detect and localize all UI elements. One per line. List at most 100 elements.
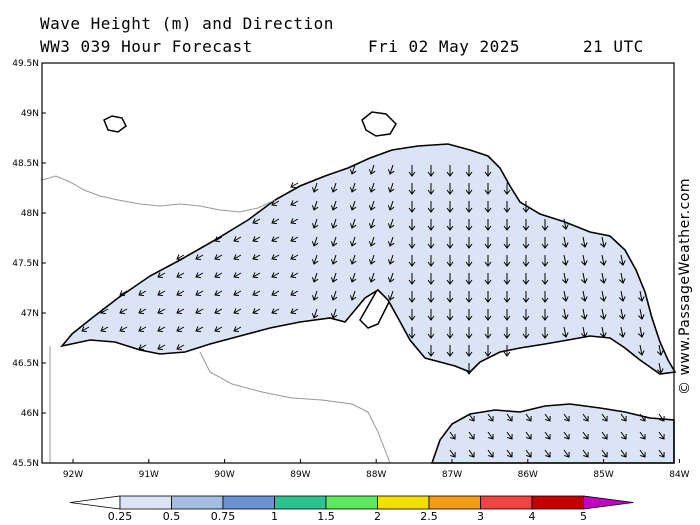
colorbar-label: 1 xyxy=(271,510,278,523)
wave-direction-arrow xyxy=(484,201,492,213)
colorbar-segment xyxy=(377,495,430,510)
colorbar-label: 1.5 xyxy=(317,510,335,523)
wave-direction-arrow xyxy=(656,344,664,356)
wave-direction-arrow xyxy=(271,200,280,207)
wave-direction-arrow xyxy=(541,273,549,285)
wave-direction-arrow xyxy=(503,273,511,285)
wave-direction-arrow xyxy=(503,219,511,231)
wave-direction-arrow xyxy=(330,308,338,319)
wave-direction-arrow xyxy=(639,431,646,440)
colorbar-segment xyxy=(531,495,584,510)
colorbar-high-triangle xyxy=(583,495,634,510)
wave-direction-arrow xyxy=(349,164,357,175)
wave-direction-arrow xyxy=(408,183,416,195)
wave-direction-arrow xyxy=(408,309,416,321)
wave-direction-arrow xyxy=(446,237,454,249)
wave-direction-arrow xyxy=(484,255,492,267)
wave-direction-arrow xyxy=(561,290,569,302)
wave-direction-arrow xyxy=(214,254,223,261)
longitude-label: 88W xyxy=(366,470,386,480)
wave-direction-arrow xyxy=(449,431,456,440)
wave-direction-arrow xyxy=(290,236,299,243)
wave-direction-arrow xyxy=(349,290,357,301)
wave-direction-arrow xyxy=(408,273,416,285)
wave-direction-arrow xyxy=(311,272,319,283)
wave-direction-arrow xyxy=(525,413,532,422)
wave-direction-arrow xyxy=(637,290,645,302)
wave-direction-arrow xyxy=(599,326,607,338)
wave-direction-arrow xyxy=(465,291,473,303)
wave-direction-arrow xyxy=(580,290,588,302)
wave-direction-arrow xyxy=(446,309,454,321)
wave-direction-arrow xyxy=(368,272,376,283)
wave-direction-arrow xyxy=(618,308,626,320)
wave-direction-arrow xyxy=(408,201,416,213)
wave-direction-arrow xyxy=(311,200,319,211)
wave-direction-arrow xyxy=(157,290,166,297)
wave-direction-arrow xyxy=(176,344,185,351)
wave-direction-arrow xyxy=(214,290,223,297)
colorbar-label: 5 xyxy=(580,510,587,523)
wave-direction-arrow xyxy=(408,165,416,177)
wave-direction-arrow xyxy=(637,344,645,356)
wave-direction-arrow xyxy=(387,182,395,193)
wave-direction-arrow xyxy=(599,290,607,302)
forecast-label: WW3 039 Hour Forecast xyxy=(40,37,253,56)
longitude-label: 86W xyxy=(518,470,538,480)
wave-direction-arrow xyxy=(446,165,454,177)
wave-direction-arrow xyxy=(599,308,607,320)
wave-direction-arrow xyxy=(176,290,185,297)
wave-direction-arrow xyxy=(195,326,204,333)
wave-direction-arrow xyxy=(408,255,416,267)
forecast-date: Fri 02 May 2025 xyxy=(368,37,520,56)
wave-direction-arrow xyxy=(525,449,532,458)
wave-direction-arrow xyxy=(484,327,492,339)
wave-direction-arrow xyxy=(138,344,147,351)
wave-direction-arrow xyxy=(484,165,492,177)
wave-direction-arrow xyxy=(330,272,338,283)
wave-direction-arrow xyxy=(119,308,128,315)
wave-direction-arrow xyxy=(465,309,473,321)
wave-direction-arrow xyxy=(601,413,608,422)
wave-direction-arrow xyxy=(271,308,280,315)
wave-direction-arrow xyxy=(138,326,147,333)
wave-direction-arrow xyxy=(290,182,299,189)
wave-direction-arrow xyxy=(387,290,395,301)
colorbar-label: 2 xyxy=(374,510,381,523)
wave-direction-arrow xyxy=(387,272,395,283)
wave-direction-arrow xyxy=(311,182,319,193)
wave-direction-arrow xyxy=(563,413,570,422)
wave-direction-arrow xyxy=(465,183,473,195)
wave-direction-arrow xyxy=(387,236,395,247)
wave-direction-arrow xyxy=(408,291,416,303)
wave-direction-arrow xyxy=(639,413,646,422)
wave-direction-arrow xyxy=(484,183,492,195)
wave-direction-arrow xyxy=(176,308,185,315)
wave-direction-arrow xyxy=(176,326,185,333)
longitude-label: 84W xyxy=(669,470,689,480)
wave-direction-arrow xyxy=(427,165,435,177)
wave-direction-arrow xyxy=(620,431,627,440)
wave-direction-arrow xyxy=(582,431,589,440)
wave-direction-arrow xyxy=(349,236,357,247)
wave-direction-arrow xyxy=(522,255,530,267)
wave-direction-arrow xyxy=(195,272,204,279)
state-border-2 xyxy=(199,351,391,464)
wave-direction-arrow xyxy=(656,362,664,374)
wave-direction-arrow xyxy=(503,291,511,303)
wave-direction-arrow xyxy=(233,308,242,315)
wave-direction-arrow xyxy=(157,308,166,315)
wave-direction-arrow xyxy=(446,201,454,213)
wave-direction-arrow xyxy=(214,272,223,279)
map-title: Wave Height (m) and Direction xyxy=(40,14,334,33)
wave-direction-arrow xyxy=(544,413,551,422)
wave-direction-arrow xyxy=(618,326,626,338)
wave-direction-arrow xyxy=(233,236,242,243)
wave-direction-arrow xyxy=(468,431,475,440)
wave-direction-arrow xyxy=(176,254,185,261)
wave-direction-arrow xyxy=(233,272,242,279)
latitude-label: 48N xyxy=(21,209,39,219)
wave-direction-arrow xyxy=(427,345,435,357)
wave-direction-arrow xyxy=(446,345,454,357)
